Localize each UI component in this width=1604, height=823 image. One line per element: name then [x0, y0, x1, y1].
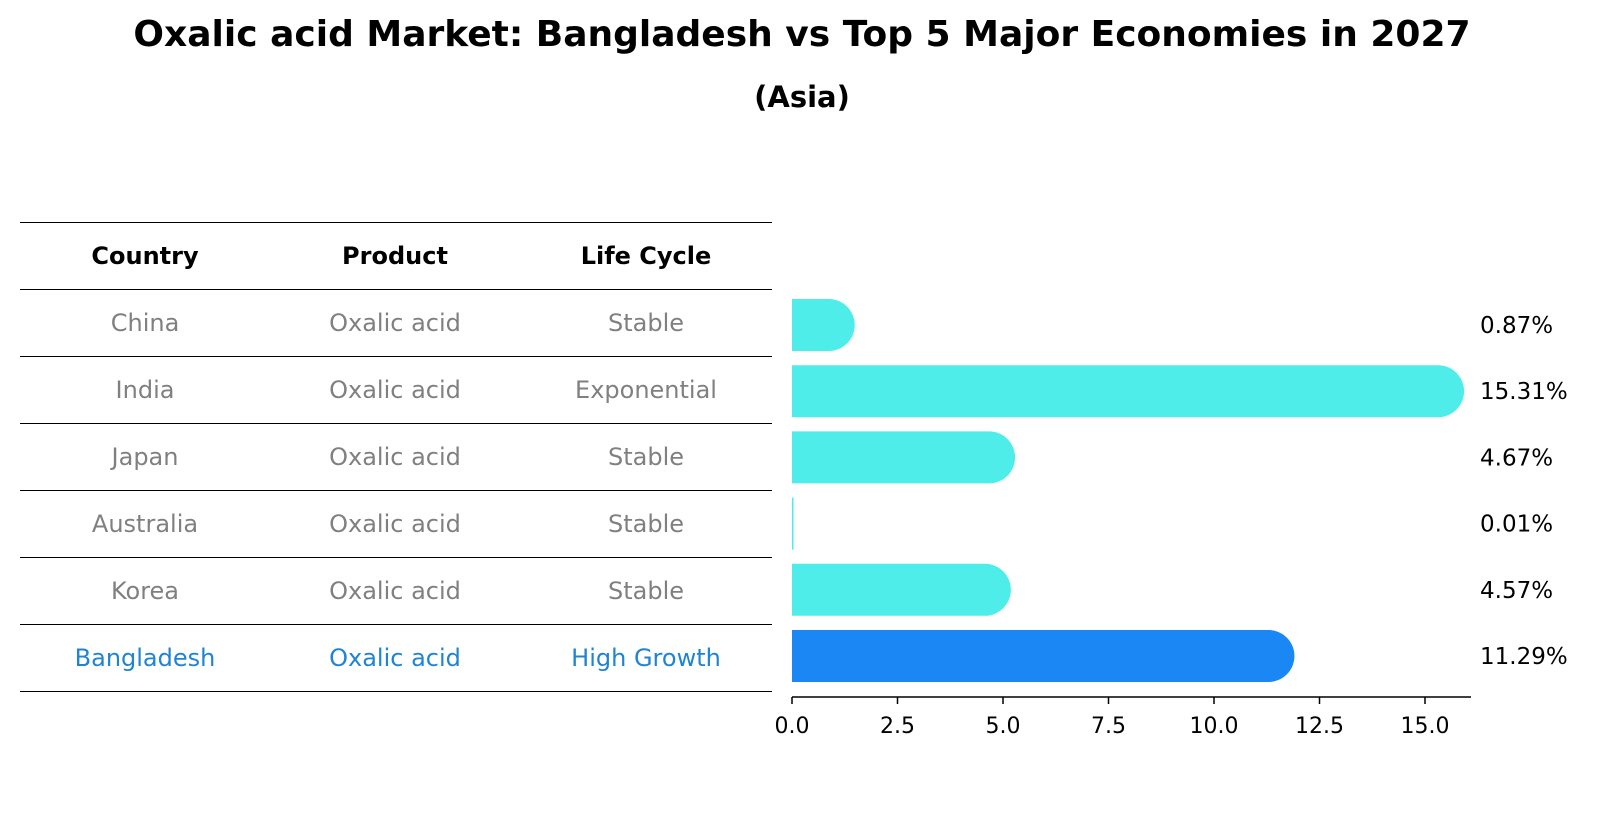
x-tick-label: 0.0	[775, 714, 810, 739]
x-tick-label: 2.5	[880, 714, 915, 739]
cell-country: Korea	[110, 577, 180, 605]
value-label: 0.01%	[1480, 512, 1553, 538]
table-row: India Oxalic acid Exponential	[20, 356, 772, 423]
x-tick-label: 10.0	[1190, 714, 1239, 739]
cell-product: Oxalic acid	[329, 577, 461, 605]
table-row: Australia Oxalic acid Stable	[20, 490, 772, 557]
data-table: Country Product Life Cycle China Oxalic …	[20, 222, 772, 692]
table-row: China Oxalic acid Stable	[20, 289, 772, 356]
table-header-row: Country Product Life Cycle	[20, 222, 772, 289]
cell-product: Oxalic acid	[329, 510, 461, 538]
bar-bangladesh	[792, 630, 1295, 682]
value-label: 4.67%	[1480, 445, 1553, 471]
x-tick-label: 7.5	[1091, 714, 1126, 739]
value-label: 0.87%	[1480, 313, 1553, 339]
x-tick-label: 12.5	[1295, 714, 1344, 739]
cell-country: Bangladesh	[74, 644, 216, 672]
cell-product: Oxalic acid	[329, 376, 461, 404]
bar-korea	[792, 563, 1011, 616]
table-row-highlighted: Bangladesh Oxalic acid High Growth	[20, 624, 772, 692]
cell-life-cycle: Exponential	[575, 376, 717, 404]
chart-subtitle: (Asia)	[754, 80, 850, 114]
table-row: Japan Oxalic acid Stable	[20, 423, 772, 490]
cell-country: Japan	[111, 443, 179, 471]
cell-product: Oxalic acid	[329, 309, 461, 337]
header-life-cycle: Life Cycle	[580, 242, 712, 270]
cell-country: India	[115, 376, 175, 404]
bar-china	[792, 299, 855, 351]
cell-life-cycle: Stable	[607, 577, 685, 605]
x-tick-label: 5.0	[986, 714, 1021, 739]
value-label: 11.29%	[1480, 644, 1568, 670]
chart-title: Oxalic acid Market: Bangladesh vs Top 5 …	[133, 14, 1471, 55]
header-product: Product	[342, 242, 448, 270]
cell-country: China	[110, 309, 180, 337]
value-label: 15.31%	[1480, 379, 1568, 405]
header-country: Country	[91, 242, 199, 270]
cell-country: Australia	[91, 510, 199, 538]
cell-life-cycle: Stable	[607, 510, 685, 538]
x-tick-label: 15.0	[1401, 714, 1450, 739]
cell-life-cycle: Stable	[607, 309, 685, 337]
bar-india	[792, 365, 1465, 418]
cell-product: Oxalic acid	[329, 644, 461, 672]
bar-australia	[792, 497, 794, 550]
table-row: Korea Oxalic acid Stable	[20, 557, 772, 624]
bar-japan	[792, 431, 1016, 484]
cell-life-cycle: Stable	[607, 443, 685, 471]
cell-product: Oxalic acid	[329, 443, 461, 471]
cell-life-cycle: High Growth	[571, 644, 721, 672]
value-label: 4.57%	[1480, 578, 1553, 604]
